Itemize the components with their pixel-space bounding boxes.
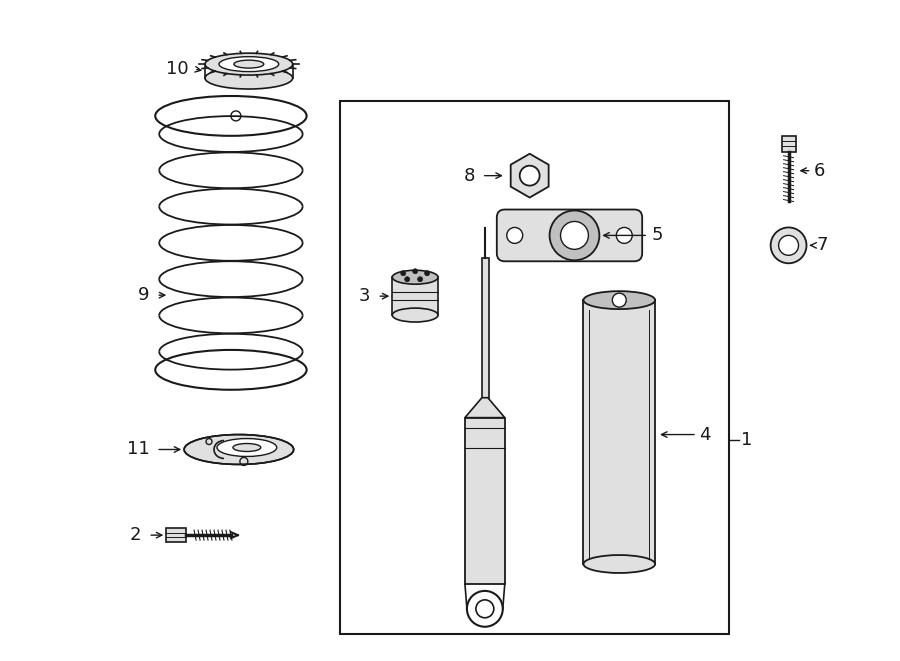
Text: 2: 2 [130,526,141,544]
Ellipse shape [184,434,293,465]
Ellipse shape [217,438,276,457]
Text: 10: 10 [166,60,189,78]
Ellipse shape [392,270,438,284]
Text: 3: 3 [359,287,370,305]
Ellipse shape [205,67,292,89]
Text: 8: 8 [464,167,475,184]
Text: 7: 7 [816,237,828,254]
Circle shape [400,271,406,276]
FancyBboxPatch shape [497,210,643,261]
Bar [583,300,655,564]
Text: 5: 5 [652,227,662,245]
Polygon shape [510,154,549,198]
Circle shape [507,227,523,243]
Circle shape [405,277,410,282]
Circle shape [425,271,429,276]
Ellipse shape [219,57,279,71]
Ellipse shape [583,555,655,573]
Ellipse shape [205,53,292,75]
Ellipse shape [583,291,655,309]
Circle shape [612,293,626,307]
Ellipse shape [234,60,264,68]
Text: 11: 11 [127,440,149,459]
Circle shape [467,591,503,627]
Text: 6: 6 [814,162,824,180]
Circle shape [770,227,806,263]
Circle shape [616,227,632,243]
Bar [465,418,505,584]
Circle shape [519,166,540,186]
Ellipse shape [561,221,589,249]
Bar [392,277,438,315]
Bar [340,101,729,634]
Ellipse shape [233,444,261,451]
Bar [482,258,489,398]
Circle shape [418,277,423,282]
Text: 4: 4 [699,426,710,444]
Bar [781,136,796,152]
Bar [166,528,186,542]
Circle shape [778,235,798,255]
Ellipse shape [392,308,438,322]
Polygon shape [465,398,505,418]
Ellipse shape [550,210,599,260]
Text: 1: 1 [741,430,752,449]
Circle shape [413,269,418,274]
Text: 9: 9 [138,286,149,304]
